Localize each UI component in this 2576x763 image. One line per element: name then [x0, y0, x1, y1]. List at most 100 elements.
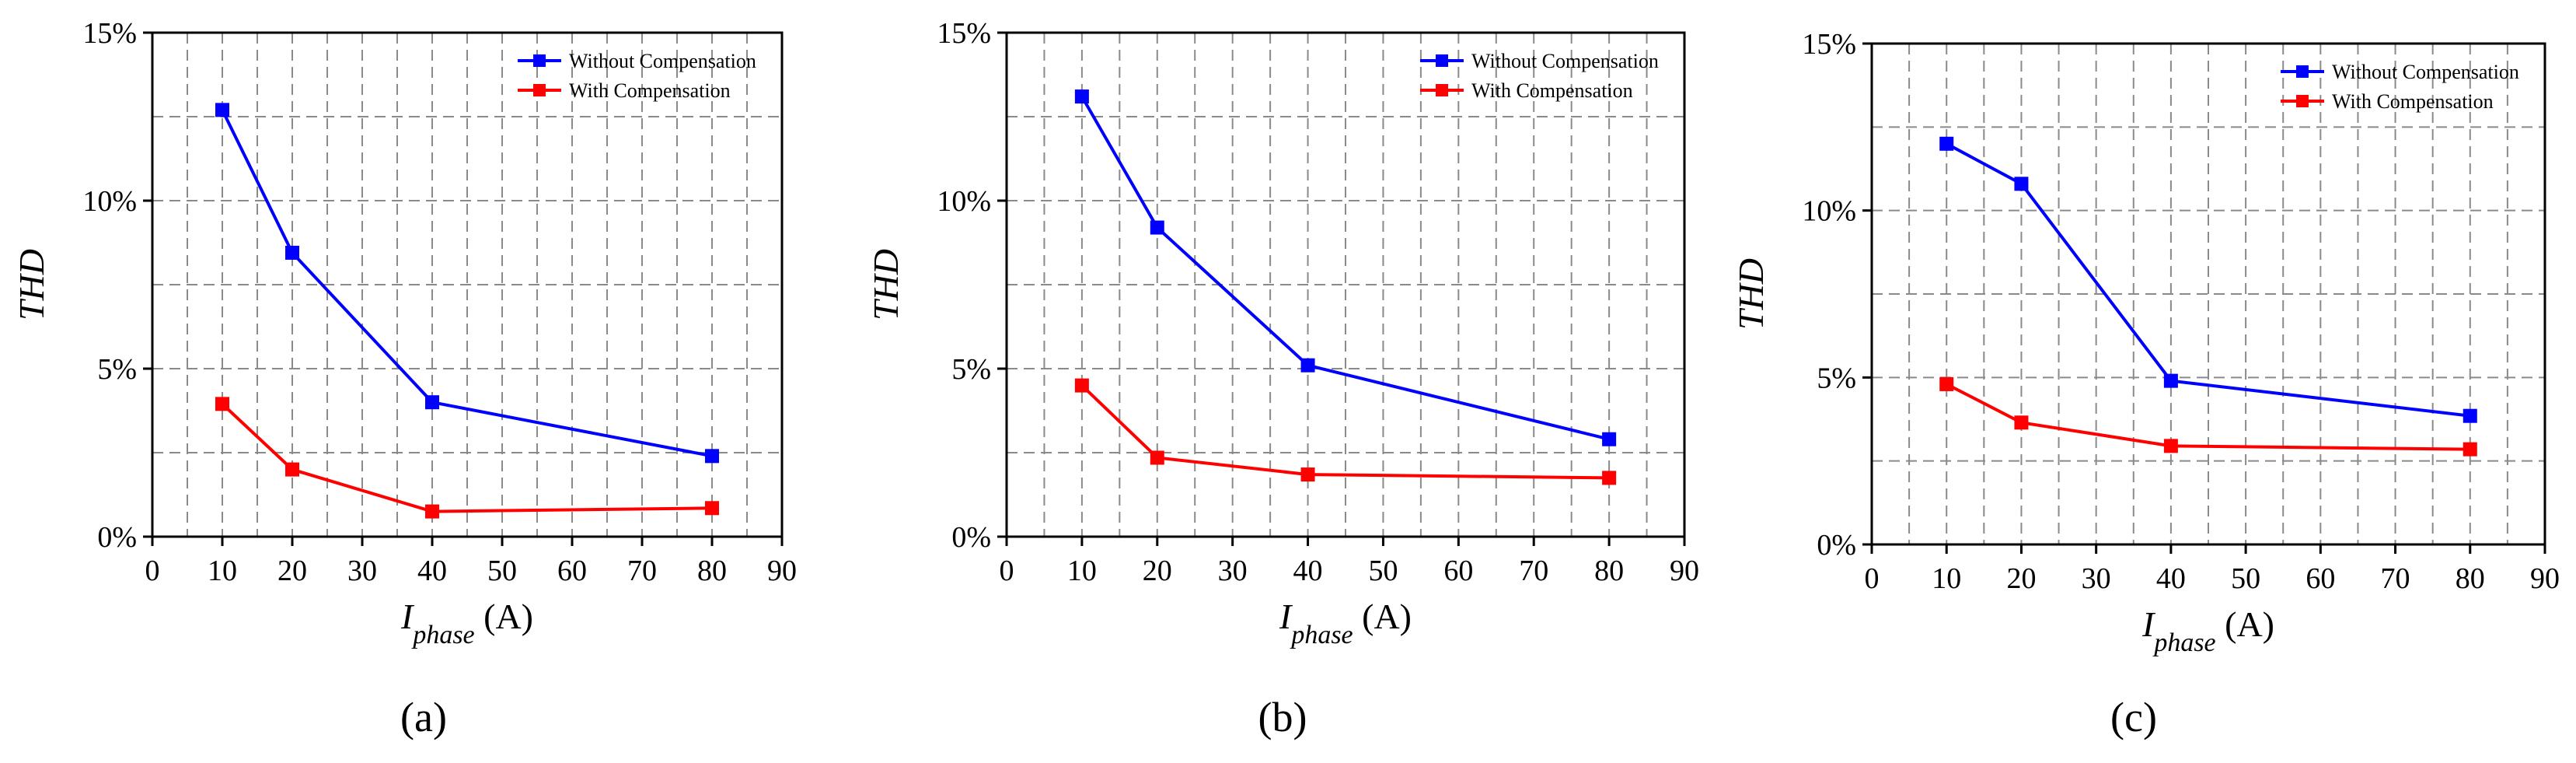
legend-marker	[533, 54, 546, 67]
x-tick-label: 80	[1594, 555, 1624, 587]
data-point-1-2	[2014, 177, 2029, 191]
legend-label: Without Compensation	[569, 50, 756, 72]
data-point-1-4	[1602, 432, 1617, 446]
x-tick-label: 60	[557, 555, 587, 587]
x-tick-label: 70	[1519, 555, 1548, 587]
y-tick-label: 15%	[1802, 28, 1856, 61]
panel-caption: (c)	[2110, 694, 2157, 740]
data-point-1-2	[1150, 220, 1164, 235]
data-point-2-4	[1602, 471, 1617, 485]
panel-caption: (a)	[400, 694, 447, 740]
data-point-1-3	[2163, 373, 2178, 388]
data-point-2-4	[2463, 442, 2477, 457]
y-tick-label: 0%	[97, 521, 137, 554]
data-point-2-2	[2014, 415, 2029, 430]
x-tick-label: 40	[417, 555, 447, 587]
data-point-2-4	[705, 501, 719, 516]
panel-caption: (b)	[1258, 694, 1307, 740]
legend-marker	[2296, 65, 2309, 78]
data-point-2-3	[1300, 467, 1315, 482]
x-tick-label: 20	[277, 555, 307, 587]
y-tick-label: 15%	[82, 17, 137, 50]
data-point-2-1	[1939, 376, 1954, 391]
x-tick-label: 70	[2381, 562, 2410, 595]
x-tick-label: 60	[1443, 555, 1473, 587]
legend-label: With Compensation	[2332, 90, 2494, 113]
x-tick-label: 0	[1865, 562, 1880, 595]
series-line-2	[221, 402, 713, 513]
y-axis-title: THD	[1731, 258, 1771, 330]
x-tick-label: 0	[145, 555, 160, 587]
legend: Without Compensation With Compensation	[518, 50, 756, 102]
data-point-1-1	[215, 103, 229, 117]
x-tick-label: 80	[697, 555, 727, 587]
data-point-1-2	[285, 245, 299, 260]
y-tick-label: 10%	[1802, 195, 1856, 228]
y-tick-label: 0%	[951, 521, 991, 554]
legend-label: With Compensation	[569, 79, 731, 102]
data-point-2-2	[285, 462, 299, 477]
y-tick-label: 5%	[1817, 362, 1856, 394]
series-line-2	[1946, 383, 2470, 451]
data-point-1-4	[2463, 408, 2477, 423]
series-line-1	[221, 109, 713, 458]
x-tick-label: 90	[2530, 562, 2560, 595]
data-point-2-3	[2163, 439, 2178, 453]
legend-label: Without Compensation	[2332, 61, 2519, 83]
data-point-1-1	[1939, 136, 1954, 151]
legend: Without Compensation With Compensation	[1420, 50, 1659, 102]
chart-panel-3: 0 10 20 30 40 50 60 70 80 90 0% 5% 10% 15% Without Com…	[1731, 28, 2560, 740]
x-tick-label: 50	[1368, 555, 1398, 587]
series-line-2	[1080, 384, 1610, 480]
x-axis-title: Iphase (A)	[2141, 604, 2274, 657]
series-line-1	[1946, 142, 2471, 418]
data-point-1-1	[1074, 89, 1089, 104]
legend-marker	[1436, 84, 1448, 96]
x-tick-label: 20	[1143, 555, 1172, 587]
x-tick-label: 40	[1293, 555, 1323, 587]
y-tick-label: 0%	[1817, 529, 1856, 562]
y-tick-label: 5%	[951, 353, 991, 386]
x-tick-label: 60	[2305, 562, 2335, 595]
data-point-1-3	[425, 395, 439, 410]
plot-frame	[151, 31, 784, 538]
x-axis-title: Iphase (A)	[1279, 597, 1412, 649]
x-tick-label: 30	[347, 555, 377, 587]
y-axis-title: THD	[12, 249, 51, 320]
data-point-2-2	[1150, 450, 1164, 465]
grid-lines	[1007, 33, 1684, 537]
data-point-2-1	[215, 397, 229, 411]
plot-frame	[1870, 42, 2546, 546]
data-point-1-3	[1300, 358, 1315, 373]
chart-panel-1: 0 10 20 30 40 50 60 70 80 90 0% 5% 10% 15% Without Com…	[12, 17, 797, 740]
legend-label: With Compensation	[1471, 79, 1633, 102]
x-tick-label: 30	[1218, 555, 1248, 587]
x-axis-title: Iphase (A)	[400, 597, 533, 649]
grid-lines	[1872, 44, 2545, 544]
y-tick-label: 5%	[97, 353, 137, 386]
x-tick-label: 30	[2082, 562, 2111, 595]
data-point-2-3	[425, 504, 439, 519]
y-axis-title: THD	[866, 249, 906, 320]
x-tick-label: 50	[2231, 562, 2260, 595]
x-tick-label: 90	[767, 555, 797, 587]
x-tick-label: 80	[2456, 562, 2485, 595]
legend-marker	[2296, 95, 2309, 107]
data-point-2-1	[1074, 378, 1089, 393]
grid-lines	[152, 33, 782, 537]
data-point-1-4	[705, 449, 719, 464]
legend-marker	[533, 84, 546, 96]
chart-panel-2: 0 10 20 30 40 50 60 70 80 90 0% 5% 10% 15% Without Com…	[866, 17, 1699, 740]
plot-frame	[1005, 31, 1686, 538]
legend-marker	[1436, 54, 1448, 67]
legend-label: Without Compensation	[1471, 50, 1659, 72]
x-tick-label: 0	[1000, 555, 1014, 587]
y-tick-label: 10%	[82, 185, 137, 218]
x-tick-label: 50	[487, 555, 517, 587]
x-tick-label: 90	[1670, 555, 1699, 587]
y-tick-label: 15%	[937, 17, 991, 50]
series-line-1	[1080, 96, 1610, 441]
y-tick-label: 10%	[937, 185, 991, 218]
x-tick-label: 70	[627, 555, 657, 587]
